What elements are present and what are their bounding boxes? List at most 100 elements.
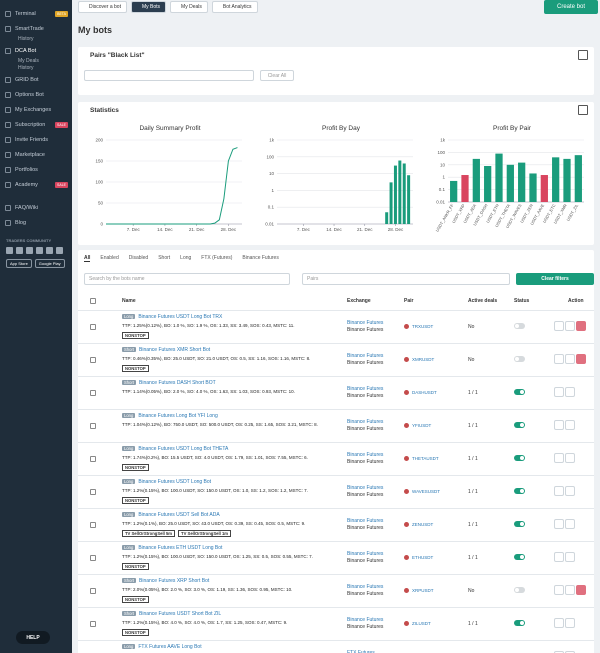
bot-name[interactable]: Binance Futures USDT Sell Bot ADA bbox=[138, 512, 220, 518]
tab[interactable]: Bot Analytics bbox=[211, 1, 258, 13]
collapse-button[interactable] bbox=[578, 50, 588, 60]
social-icon[interactable] bbox=[6, 247, 13, 254]
nav-subitem[interactable]: History bbox=[18, 65, 34, 71]
edit-button[interactable] bbox=[565, 420, 575, 430]
edit-button[interactable] bbox=[565, 354, 575, 364]
filter-tab[interactable]: FTX (Futures) bbox=[201, 255, 233, 261]
delete-button[interactable] bbox=[576, 354, 586, 364]
create-bot-button[interactable]: Create bot bbox=[544, 0, 598, 14]
status-toggle[interactable] bbox=[514, 488, 525, 494]
bot-name[interactable]: Binance Futures USDT Long Bot bbox=[138, 479, 212, 485]
exchange-account[interactable]: FTX Futures bbox=[347, 650, 375, 653]
clear-all-button[interactable]: Clear All bbox=[260, 70, 294, 81]
exchange-account[interactable]: Binance Futures bbox=[347, 617, 384, 623]
search-input[interactable]: Search by the bots name bbox=[84, 273, 290, 285]
checkbox[interactable] bbox=[90, 423, 96, 429]
nav-item[interactable]: My Exchanges bbox=[0, 102, 72, 117]
delete-button[interactable] bbox=[576, 585, 586, 595]
edit-button[interactable] bbox=[565, 651, 575, 653]
tab[interactable]: Discover a bot bbox=[78, 1, 127, 13]
pair-select[interactable] bbox=[84, 70, 254, 81]
nav-item[interactable]: SmartTrade bbox=[0, 21, 72, 36]
view-button[interactable] bbox=[554, 651, 564, 653]
bot-name[interactable]: Binance Futures XRP Short Bot bbox=[139, 578, 210, 584]
exchange-account[interactable]: Binance Futures bbox=[347, 551, 384, 557]
status-toggle[interactable] bbox=[514, 554, 525, 560]
social-icon[interactable] bbox=[46, 247, 53, 254]
nav-item[interactable]: Invite Friends bbox=[0, 132, 72, 147]
view-button[interactable] bbox=[554, 453, 564, 463]
collapse-button[interactable] bbox=[578, 105, 588, 115]
status-toggle[interactable] bbox=[514, 587, 525, 593]
status-toggle[interactable] bbox=[514, 323, 525, 329]
clear-filters-button[interactable]: Clear filters bbox=[516, 273, 594, 285]
edit-button[interactable] bbox=[565, 486, 575, 496]
nav-item[interactable]: Marketplace bbox=[0, 147, 72, 162]
status-toggle[interactable] bbox=[514, 620, 525, 626]
view-button[interactable] bbox=[554, 618, 564, 628]
store-button[interactable]: Google Play bbox=[34, 259, 65, 268]
tab[interactable]: My Deals bbox=[170, 1, 208, 13]
bot-name[interactable]: Binance Futures USDT Short Bot ZIL bbox=[139, 611, 222, 617]
view-button[interactable] bbox=[554, 519, 564, 529]
checkbox[interactable] bbox=[90, 357, 96, 363]
checkbox[interactable] bbox=[90, 324, 96, 330]
edit-button[interactable] bbox=[565, 618, 575, 628]
checkbox[interactable] bbox=[90, 298, 96, 304]
edit-button[interactable] bbox=[565, 321, 575, 331]
bot-name[interactable]: FTX Futures AAVE Long Bot bbox=[138, 644, 202, 650]
filter-tab[interactable]: Long bbox=[180, 255, 192, 261]
checkbox[interactable] bbox=[90, 588, 96, 594]
bot-name[interactable]: Binance Futures ETH USDT Long Bot bbox=[138, 545, 223, 551]
filter-tab[interactable]: Disabled bbox=[128, 255, 149, 261]
help-button[interactable]: HELP bbox=[16, 631, 50, 644]
pairs-input[interactable]: Pairs bbox=[302, 273, 510, 285]
filter-tab[interactable]: Enabled bbox=[100, 255, 119, 261]
exchange-account[interactable]: Binance Futures bbox=[347, 386, 384, 392]
bot-name[interactable]: Binance Futures XMR Short Bot bbox=[139, 347, 211, 353]
tab[interactable]: My Bots bbox=[130, 1, 167, 13]
view-button[interactable] bbox=[554, 354, 564, 364]
nav-item[interactable]: Terminal BETA bbox=[0, 6, 72, 21]
status-toggle[interactable] bbox=[514, 521, 525, 527]
nav-link[interactable]: FAQ/Wiki bbox=[0, 200, 72, 215]
checkbox[interactable] bbox=[90, 390, 96, 396]
nav-item[interactable]: DCA Bot bbox=[0, 43, 72, 58]
view-button[interactable] bbox=[554, 585, 564, 595]
status-toggle[interactable] bbox=[514, 389, 525, 395]
nav-item[interactable]: Academy SALE bbox=[0, 177, 72, 192]
status-toggle[interactable] bbox=[514, 356, 525, 362]
checkbox[interactable] bbox=[90, 489, 96, 495]
exchange-account[interactable]: Binance Futures bbox=[347, 452, 384, 458]
edit-button[interactable] bbox=[565, 552, 575, 562]
checkbox[interactable] bbox=[90, 621, 96, 627]
view-button[interactable] bbox=[554, 387, 564, 397]
bot-name[interactable]: Binance Futures USDT Long Bot TRX bbox=[138, 314, 223, 320]
exchange-account[interactable]: Binance Futures bbox=[347, 485, 384, 491]
checkbox[interactable] bbox=[90, 555, 96, 561]
exchange-account[interactable]: Binance Futures bbox=[347, 419, 384, 425]
filter-tab[interactable]: All bbox=[84, 255, 91, 262]
delete-button[interactable] bbox=[576, 321, 586, 331]
view-button[interactable] bbox=[554, 552, 564, 562]
status-toggle[interactable] bbox=[514, 422, 525, 428]
social-icon[interactable] bbox=[56, 247, 63, 254]
nav-item[interactable]: Options Bot bbox=[0, 87, 72, 102]
checkbox[interactable] bbox=[90, 522, 96, 528]
store-button[interactable]: App Store bbox=[6, 259, 32, 268]
filter-tab[interactable]: Short bbox=[158, 255, 171, 261]
view-button[interactable] bbox=[554, 420, 564, 430]
edit-button[interactable] bbox=[565, 453, 575, 463]
exchange-account[interactable]: Binance Futures bbox=[347, 584, 384, 590]
view-button[interactable] bbox=[554, 486, 564, 496]
exchange-account[interactable]: Binance Futures bbox=[347, 518, 384, 524]
bot-name[interactable]: Binance Futures DASH Short BOT bbox=[139, 380, 216, 386]
checkbox[interactable] bbox=[90, 456, 96, 462]
bot-name[interactable]: Binance Futures Long Bot YFI Long bbox=[138, 413, 218, 419]
bot-name[interactable]: Binance Futures USDT Long Bot THETA bbox=[138, 446, 229, 452]
nav-item[interactable]: Subscription SALE bbox=[0, 117, 72, 132]
status-toggle[interactable] bbox=[514, 455, 525, 461]
nav-subitem[interactable]: My Deals bbox=[18, 58, 39, 64]
social-icon[interactable] bbox=[26, 247, 33, 254]
nav-item[interactable]: GRID Bot bbox=[0, 72, 72, 87]
